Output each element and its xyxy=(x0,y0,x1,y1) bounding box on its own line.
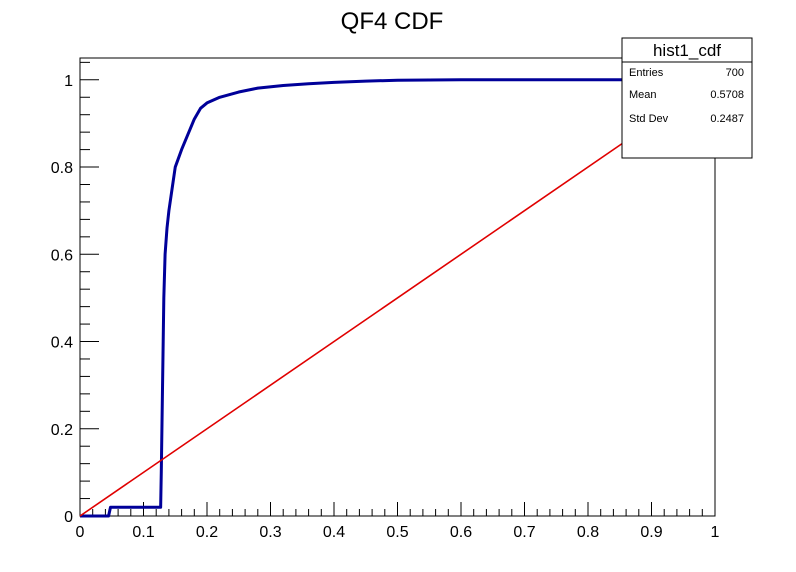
stats-label-entries: Entries xyxy=(629,67,664,79)
stats-box-frame xyxy=(621,37,753,159)
x-tick-label: 0.6 xyxy=(450,524,472,541)
stats-value-std-dev: 0.2487 xyxy=(710,113,744,125)
x-tick-label: 0.1 xyxy=(132,524,154,541)
x-tick-label: 0.8 xyxy=(577,524,599,541)
y-tick-label: 0 xyxy=(64,509,73,526)
stats-value-entries: 700 xyxy=(726,67,744,79)
y-tick-label: 0.2 xyxy=(51,422,73,439)
y-tick-label: 0.4 xyxy=(51,335,73,352)
x-tick-label: 0.5 xyxy=(386,524,408,541)
axis-ticks: 0 0.1 0.2 0.3 0.4 0.5 0.6 0.7 0.8 0.9 1 0 0.2 0.4 0.6 0… xyxy=(51,61,720,541)
plot-frame xyxy=(79,57,716,517)
x-tick-label: 0 xyxy=(76,524,85,541)
stats-box: hist1_cdf Entries 700 Mean 0.5708 Std De… xyxy=(621,37,753,159)
x-tick-label: 1 xyxy=(711,524,720,541)
y-tick-label: 0.8 xyxy=(51,160,73,177)
x-tick-label: 0.7 xyxy=(513,524,535,541)
series-line-cdf xyxy=(80,78,715,518)
series-line-diagonal xyxy=(79,79,716,517)
stats-label-mean: Mean xyxy=(629,89,657,101)
stats-box-title: hist1_cdf xyxy=(653,41,721,60)
x-tick-label: 0.3 xyxy=(259,524,281,541)
series-layer xyxy=(79,78,716,518)
y-tick-label: 0.6 xyxy=(51,247,73,264)
x-tick-label: 0.2 xyxy=(196,524,218,541)
chart-title: QF4 CDF xyxy=(341,8,444,35)
x-tick-label: 0.9 xyxy=(640,524,662,541)
x-tick-label: 0.4 xyxy=(323,524,345,541)
y-tick-label: 1 xyxy=(64,73,73,90)
stats-label-std-dev: Std Dev xyxy=(629,113,669,125)
stats-value-mean: 0.5708 xyxy=(710,89,744,101)
